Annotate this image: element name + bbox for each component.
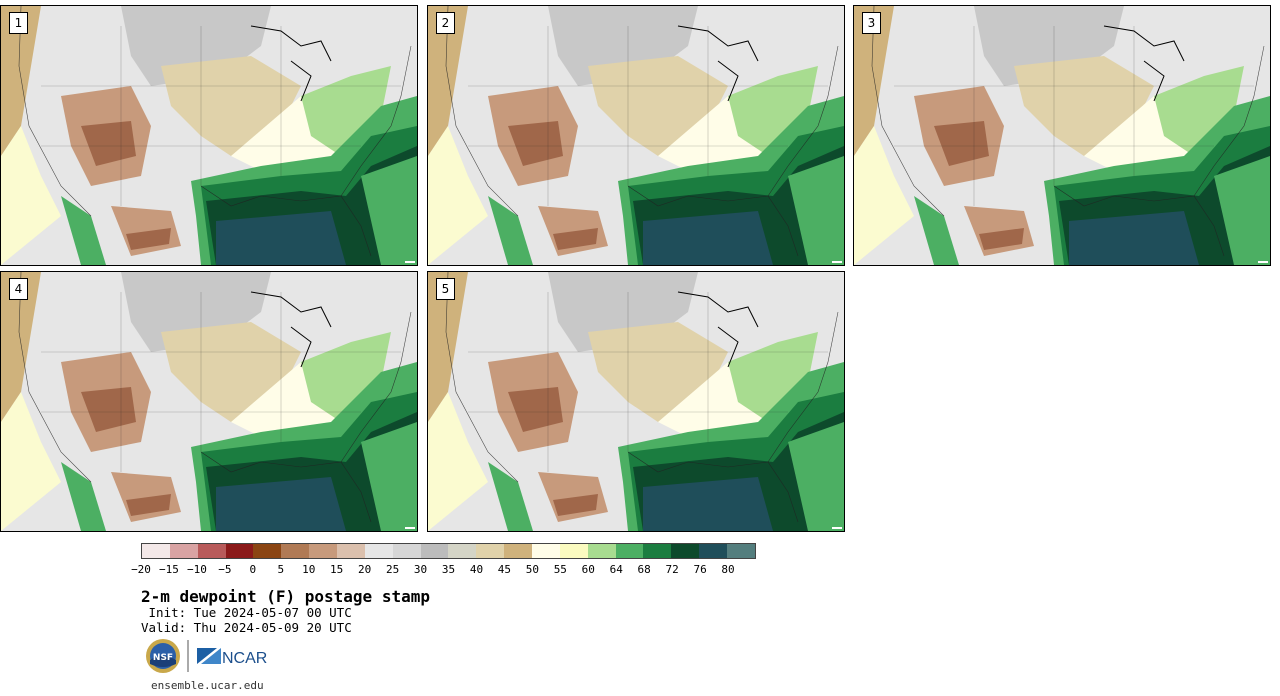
colorbar-segment	[532, 544, 560, 558]
colorbar-tick-label: 40	[469, 563, 484, 576]
colorbar-segment	[448, 544, 477, 558]
colorbar-tick-label: 80	[721, 563, 735, 576]
colorbar-segment	[364, 544, 393, 558]
scale-mark	[832, 261, 842, 263]
colorbar-tick-label: 25	[385, 563, 400, 576]
colorbar-tick-label: 45	[497, 563, 512, 576]
colorbar-segment	[699, 544, 728, 558]
dewpoint-map	[1, 6, 417, 265]
colorbar-segment	[476, 544, 505, 558]
colorbar-tick-label: 72	[665, 563, 679, 576]
scale-mark	[832, 527, 842, 529]
dewpoint-map	[428, 272, 844, 531]
init-time: Init: Tue 2024-05-07 00 UTC	[141, 605, 352, 620]
svg-text:NSF: NSF	[153, 653, 173, 663]
dewpoint-map	[428, 6, 844, 265]
colorbar-segment	[392, 544, 421, 558]
stamp-panel-3: 3	[853, 5, 1271, 266]
colorbar-tick-label: −10	[186, 563, 207, 576]
colorbar-segment	[643, 544, 672, 558]
colorbar-tick-label: −5	[218, 563, 232, 576]
stamp-label: 2	[436, 12, 455, 34]
colorbar-segment	[253, 544, 282, 558]
colorbar-tick-label: 20	[358, 563, 372, 576]
colorbar-segment	[559, 544, 588, 558]
colorbar-segment	[169, 544, 198, 558]
colorbar-tick-label: 30	[413, 563, 428, 576]
colorbar-tick-label: −20	[131, 563, 151, 576]
colorbar-tick-label: 50	[525, 563, 539, 576]
colorbar-tick-label: 68	[637, 563, 651, 576]
stamp-label: 1	[9, 12, 28, 34]
colorbar-tick-label: 55	[553, 563, 567, 576]
colorbar-tick-label: 5	[277, 563, 285, 576]
scale-mark	[1258, 261, 1268, 263]
stamp-panel-5: 5	[427, 271, 845, 532]
colorbar-tick-label: −15	[159, 563, 179, 576]
colorbar-segment	[142, 544, 170, 558]
dewpoint-map	[1, 272, 417, 531]
nsf-logo: NSF	[146, 639, 180, 673]
logos: NSF NCAR	[146, 639, 267, 673]
colorbar-segment	[309, 544, 338, 558]
stamp-label: 4	[9, 278, 28, 300]
colorbar-segment	[727, 544, 755, 558]
colorbar-tick-label: 15	[330, 563, 344, 576]
colorbar-segment	[587, 544, 616, 558]
colorbar-tick-label: 10	[302, 563, 316, 576]
colorbar-tick-label: 60	[581, 563, 595, 576]
colorbar-segment	[504, 544, 533, 558]
colorbar-segment	[337, 544, 365, 558]
stamp-label: 5	[436, 278, 455, 300]
colorbar-tick-label: 76	[693, 563, 707, 576]
colorbar-segment	[225, 544, 254, 558]
ncar-logo: NCAR	[197, 648, 267, 667]
colorbar-tick-labels: −20 −15 −10 −5 0 5 10 15 20 25 30 35 40 45 50 55 60 64 68 7…	[131, 563, 756, 577]
valid-time: Valid: Thu 2024-05-09 20 UTC	[141, 620, 352, 635]
colorbar-segment	[615, 544, 644, 558]
colorbar-tick-label: 35	[441, 563, 456, 576]
stamp-panel-4: 4	[0, 271, 418, 532]
stamp-panel-1: 1	[0, 5, 418, 266]
scale-mark	[405, 527, 415, 529]
scale-mark	[405, 261, 415, 263]
figure-title: 2-m dewpoint (F) postage stamp	[141, 587, 430, 606]
stamp-panel-2: 2	[427, 5, 845, 266]
dewpoint-colorbar	[141, 543, 756, 559]
colorbar-segment	[420, 544, 449, 558]
svg-text:NCAR: NCAR	[222, 650, 267, 667]
colorbar-tick-label: 0	[249, 563, 257, 576]
source-url: ensemble.ucar.edu	[151, 679, 264, 692]
dewpoint-map	[854, 6, 1270, 265]
colorbar-tick-label: 64	[609, 563, 623, 576]
stamp-label: 3	[862, 12, 881, 34]
colorbar-segment	[197, 544, 226, 558]
colorbar-segment	[671, 544, 700, 558]
colorbar-segment	[281, 544, 310, 558]
